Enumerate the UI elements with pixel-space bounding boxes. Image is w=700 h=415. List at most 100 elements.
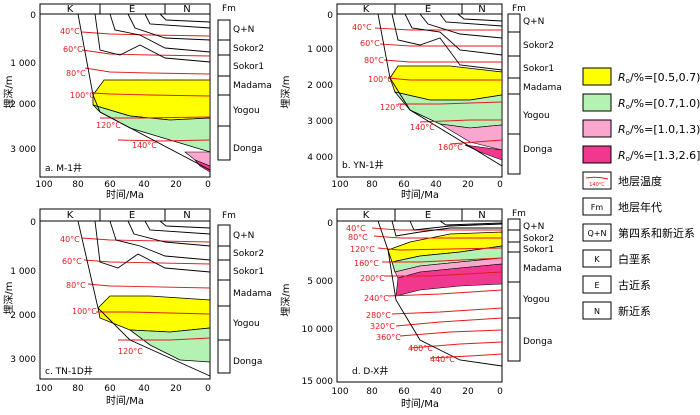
panel-c-fm-donga: Donga [233,357,262,367]
panel-c-fm-column [217,224,231,374]
panel-a-fm-sokor2: Sokor2 [233,44,264,54]
panel-b-fm-qn: Q+N [523,17,544,27]
legend-ro4-label: /%=[1.3,2.6] [630,149,700,162]
svg-text:80: 80 [72,384,84,394]
panel-d-fm-sokor2: Sokor2 [523,234,554,244]
svg-text:Ro/%=[1.0,1.3): Ro/%=[1.0,1.3) [618,123,700,137]
panel-d-iso-240: 240°C [364,294,389,303]
panel-c-iso-60: 60°C [62,257,82,266]
svg-text:20: 20 [462,387,474,397]
svg-text:40: 40 [430,180,442,190]
panel-b-iso-160: 160°C [438,143,463,152]
svg-text:60: 60 [104,180,116,190]
panel-d-era-e: E [425,210,431,221]
legend-swatch-ro4 [582,145,612,164]
panel-c-band-ro2 [128,327,211,363]
panel-a-fm-sokor1: Sokor1 [233,62,264,72]
panel-b-era-e: E [425,4,431,15]
panel-d-fm-header: Fm [512,209,526,219]
panel-c-fm-sokor1: Sokor1 [233,267,264,277]
panel-a-iso-80: 80°C [66,69,86,78]
svg-text:Q+N: Q+N [588,229,607,238]
svg-text:20: 20 [462,180,474,190]
panel-c-caption: c. TN-1D井 [45,365,93,377]
panel-b-xlabel: 时间/Ma [401,188,439,201]
panel-a-xlabel: 时间/Ma [106,188,144,201]
svg-text:E: E [594,281,599,290]
panel-a-era-e: E [129,4,135,15]
svg-text:0: 0 [205,384,211,394]
panel-c-era-e: E [129,210,135,221]
panel-d-band-ro4 [395,263,503,297]
panel-b-fm-header: Fm [512,4,526,14]
svg-text:0: 0 [327,219,333,229]
panel-b: K E N 40°C 60°C 80°C 100°C [280,3,562,201]
panel-c-era-k: K [67,210,74,221]
legend-ro2-label: /%=[0.7,1.0) [630,97,700,110]
panel-c-ylabel: 埋深/m [3,281,15,314]
svg-text:100: 100 [35,384,52,394]
panel-a-era-k: K [67,4,74,15]
svg-text:Fm: Fm [591,203,604,212]
panel-a-yticks: 0 1 000 2 000 3 000 [10,11,36,155]
legend-e-label: 古近系 [618,279,651,292]
panel-a-iso-120: 120°C [96,121,121,130]
panel-a-caption: a. M-1井 [45,162,82,174]
panel-d-fm-donga: Donga [523,337,552,347]
svg-text:100: 100 [331,180,348,190]
panel-b-fm-sokor1: Sokor1 [523,64,554,74]
panel-c-frame [39,208,211,380]
panel-c-xlabel: 时间/Ma [106,394,144,407]
svg-text:40: 40 [430,387,442,397]
legend: Ro/%=[0.5,0.7) Ro/%=[0.7,1.0) Ro/%=[1.0,… [582,67,700,320]
panel-c-fm-madama: Madama [233,289,272,299]
panel-a-isotherms [81,31,211,142]
legend-swatch-ro3 [582,119,612,138]
panel-d-ylabel: 埋深/m [280,283,292,316]
panel-a-xticks: 100 80 60 40 20 0 [35,180,211,190]
legend-k-label: 白垩系 [618,252,651,266]
panel-c: K E N 40°C 60°C 80°C 100°C 120°C c. TN-1… [3,208,272,407]
panel-a-iso-60: 60°C [63,45,83,54]
panel-c-fm-qn: Q+N [233,231,254,241]
svg-text:Ro/%=[1.3,2.6]: Ro/%=[1.3,2.6] [618,149,700,163]
svg-text:20: 20 [170,384,182,394]
svg-text:100: 100 [331,387,348,397]
panel-a-iso-40: 40°C [60,27,80,36]
panel-d-iso-200: 200°C [360,274,385,283]
panel-a-era-n: N [183,4,190,15]
panel-a-fm-yogou: Yogou [232,106,260,116]
panel-a: K E N 40°C 60°C 80°C 100 [3,3,272,201]
panel-c-yticks: 0 1 000 2 000 3 000 [10,218,36,365]
panel-b-iso-60: 60°C [360,39,380,48]
legend-swatch-qn [582,223,612,242]
legend-n-label: 新近系 [618,304,651,318]
panel-c-xticks: 100 80 60 40 20 0 [35,384,211,394]
panel-a-fm-column [217,19,231,161]
panel-b-era-k: K [363,4,370,15]
panel-d-iso-400: 400°C [408,344,433,353]
panel-d-fm-column [507,218,521,362]
legend-temp-sample: 140°C [589,182,605,188]
svg-text:15 000: 15 000 [302,377,334,387]
svg-text:20: 20 [170,180,182,190]
legend-swatch-k [582,249,612,268]
panel-d-era-k: K [363,210,370,221]
panel-c-iso-80: 80°C [66,281,86,290]
legend-swatch-e [582,275,612,294]
svg-text:3 000: 3 000 [10,355,36,365]
panel-b-caption: b. YN-1井 [342,159,384,171]
svg-text:Ro/%=[0.5,0.7): Ro/%=[0.5,0.7) [618,71,700,85]
legend-ro1-label: /%=[0.5,0.7) [630,71,700,84]
svg-text:40: 40 [138,180,150,190]
legend-isotherm-icon [585,176,609,180]
svg-text:1 000: 1 000 [10,59,36,69]
panel-b-iso-140: 140°C [410,123,435,132]
panel-a-iso-140: 140°C [132,141,157,150]
panel-d-fm-sokor1: Sokor1 [523,245,554,255]
svg-text:60: 60 [104,384,116,394]
svg-text:60: 60 [398,387,410,397]
panel-b-fm-sokor2: Sokor2 [523,41,554,51]
panel-b-fm-donga: Donga [523,145,552,155]
